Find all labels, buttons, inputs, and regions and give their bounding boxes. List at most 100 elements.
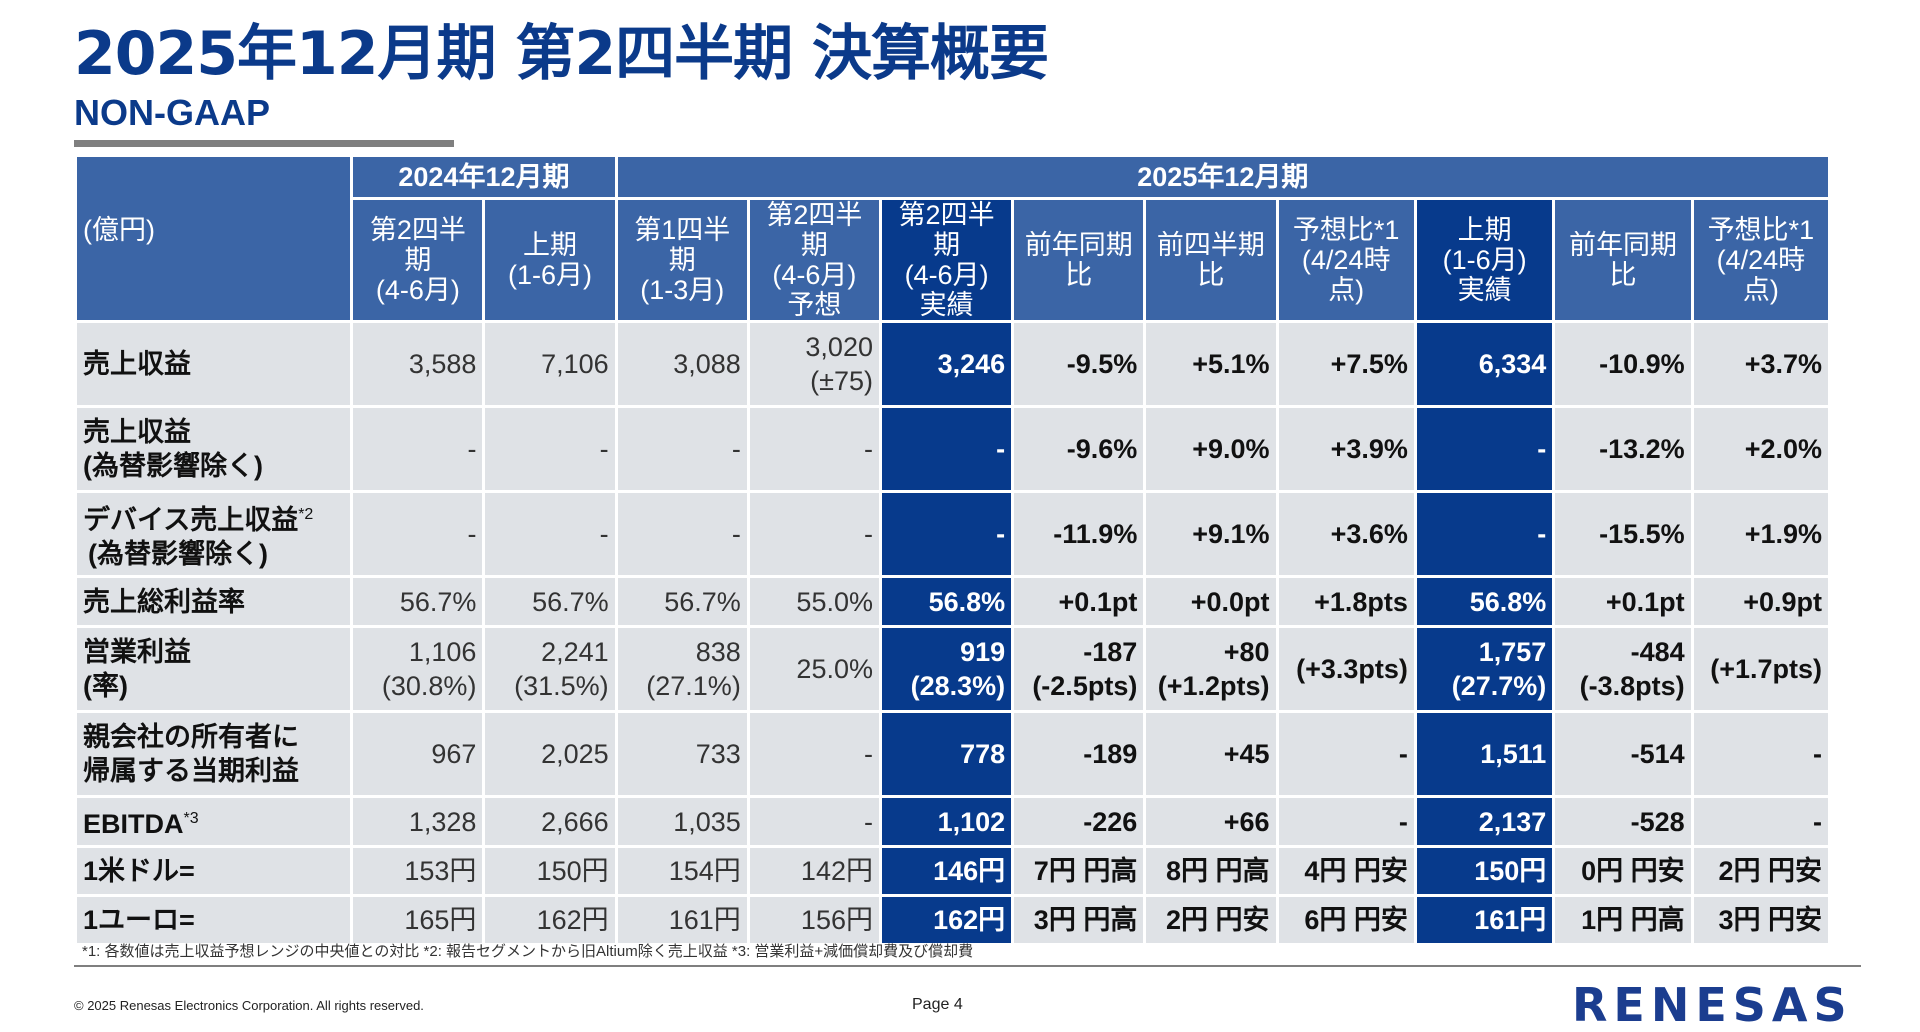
table-cell: - (1693, 713, 1828, 795)
table-cell: - (485, 408, 615, 490)
cell-value: +3.7% (1744, 349, 1822, 379)
cell-value: 146円 (933, 856, 1006, 886)
table-cell: -9.5% (1014, 323, 1144, 405)
cell-value: (27.7%) (1451, 671, 1547, 701)
table-cell: - (353, 408, 483, 490)
table-cell: +80 (+1.2pts) (1146, 628, 1276, 710)
table-cell: +45 (1146, 713, 1276, 795)
table-cell: +0.1pt (1555, 578, 1691, 625)
cell-value: - (599, 434, 609, 464)
table-cell: 733 (617, 713, 747, 795)
cell-value: -189 (1083, 739, 1138, 769)
table-row: 1ユーロ= 165円 162円 161円 156円 162円 3円 円高 2円 円安 6円 円安… (77, 897, 1828, 943)
cell-value: (-3.8pts) (1579, 671, 1685, 701)
row-label: 営業利益 (率) (77, 628, 351, 710)
table-cell: 967 (353, 713, 483, 795)
cell-value: - (467, 434, 477, 464)
cell-value: 1,328 (408, 806, 477, 837)
column-header: 前四半期比 (1146, 200, 1276, 320)
cell-value: -484 (1630, 637, 1685, 667)
group-header-2024: 2024年12月期 (353, 157, 615, 197)
column-header-line: 第2四半期 (369, 215, 466, 275)
cell-value: 6,334 (1478, 349, 1547, 379)
unit-label: (億円) (77, 157, 351, 320)
cell-value: 8円 円高 (1165, 856, 1270, 886)
table-cell: 2,241 (31.5%) (485, 628, 615, 710)
column-header-line: (4-6月) (772, 260, 857, 290)
cell-value: 56.7% (532, 586, 609, 617)
table-cell: - (353, 493, 483, 575)
footnote-marker: *3 (183, 810, 199, 827)
table-cell: 142円 (749, 848, 879, 894)
table-cell: -484 (-3.8pts) (1555, 628, 1691, 710)
cell-value: 156円 (800, 905, 873, 935)
table-cell: - (485, 493, 615, 575)
group-header-2025: 2025年12月期 (617, 157, 1828, 197)
page-title: 2025年12月期 第2四半期 決算概要 (74, 19, 1049, 89)
cell-value: 4円 円安 (1304, 856, 1408, 886)
column-header-line: 予想 (787, 290, 842, 320)
column-header-line: (4/24時点) (1716, 245, 1806, 305)
cell-value: 56.7% (664, 586, 741, 617)
table-cell: 3円 円安 (1693, 897, 1828, 943)
subtitle-underline (74, 140, 454, 147)
column-header-line: 前年同期比 (1568, 230, 1677, 290)
table-cell: 3,020 (±75) (749, 323, 879, 405)
cell-value: - (863, 519, 873, 549)
table-cell: -187 (-2.5pts) (1014, 628, 1144, 710)
cell-value: (-2.5pts) (1032, 671, 1138, 701)
cell-value: +9.0% (1192, 434, 1270, 464)
table-cell: 162円 (485, 897, 615, 943)
page-subtitle: NON-GAAP (74, 92, 270, 133)
cell-value: 142円 (800, 856, 873, 886)
cell-value: 165円 (404, 905, 477, 935)
table-cell: +3.6% (1278, 493, 1414, 575)
table-row: EBITDA*3 1,328 2,666 1,035 - 1,102 -226 +66 - 2,1… (77, 798, 1828, 845)
column-header: 第2四半期 (4-6月) 実績 (881, 200, 1012, 320)
table-cell: -15.5% (1555, 493, 1691, 575)
cell-value: -528 (1630, 806, 1685, 837)
table-cell: 778 (881, 713, 1012, 795)
cell-value: -9.5% (1066, 349, 1138, 379)
cell-value: - (731, 519, 741, 549)
table-cell: 56.7% (617, 578, 747, 625)
table-cell: 146円 (881, 848, 1012, 894)
table-cell: -189 (1014, 713, 1144, 795)
cell-value: 7,106 (541, 349, 609, 379)
cell-value: (+3.3pts) (1296, 654, 1408, 684)
table-cell: -11.9% (1014, 493, 1144, 575)
table-cell: 56.7% (485, 578, 615, 625)
table-cell: 1,511 (1416, 713, 1553, 795)
table-cell: +9.0% (1146, 408, 1276, 490)
table-cell: - (617, 408, 747, 490)
column-header: 第1四半期 (1-3月) (617, 200, 747, 320)
cell-value: 3円 円安 (1718, 905, 1822, 935)
cell-value: -187 (1083, 637, 1138, 667)
column-header: 前年同期比 (1014, 200, 1144, 320)
table-cell: 1円 円高 (1555, 897, 1691, 943)
table-cell: 154円 (617, 848, 747, 894)
column-header-line: (4/24時点) (1301, 245, 1391, 305)
footnote: *1: 各数値は売上収益予想レンジの中央値との対比 *2: 報告セグメントから旧… (82, 943, 974, 960)
cell-value: +0.0pt (1190, 586, 1270, 617)
cell-value: - (996, 519, 1006, 549)
column-header-line: 上期 (1457, 215, 1512, 245)
cell-value: +3.6% (1330, 519, 1408, 549)
cell-value: +7.5% (1330, 349, 1408, 379)
table-cell: - (881, 408, 1012, 490)
table-cell: 1,106 (30.8%) (353, 628, 483, 710)
footnote-marker: *2 (298, 505, 314, 523)
table-cell: -528 (1555, 798, 1691, 845)
row-label-line: (率) (83, 671, 128, 701)
column-header: 上期 (1-6月) (485, 200, 615, 320)
cell-value: 56.8% (928, 586, 1006, 617)
table-cell: (+3.3pts) (1278, 628, 1414, 710)
row-label-line: デバイス売上収益 (83, 504, 299, 535)
cell-value: +9.1% (1192, 519, 1270, 549)
column-header-line: 比 (1065, 260, 1093, 290)
row-label: 1米ドル= (77, 848, 351, 894)
table-cell: 3,088 (617, 323, 747, 405)
column-header-line: (1-3月) (640, 275, 725, 305)
cell-value: +0.1pt (1605, 586, 1685, 617)
cell-value: -13.2% (1599, 434, 1685, 464)
